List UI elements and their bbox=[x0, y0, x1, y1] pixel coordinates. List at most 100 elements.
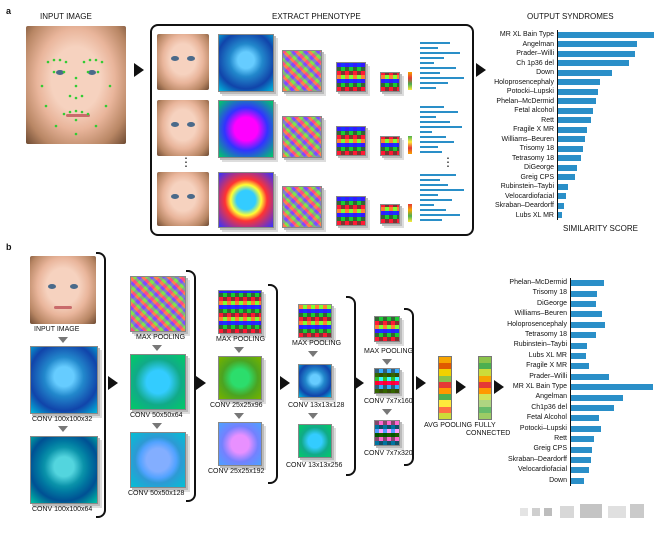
syndrome-label: Greig CPS bbox=[533, 445, 567, 453]
syndrome-label: Fragile X MR bbox=[526, 362, 567, 370]
similarity-bar bbox=[558, 155, 581, 162]
similarity-bar bbox=[558, 41, 637, 48]
syndrome-label: Lubs XL MR bbox=[528, 351, 567, 359]
output-syndromes-chart-b: Phelan–McDermid Trisomy 18 DiGeorge William… bbox=[490, 278, 661, 486]
syndrome-label: Potocki–Lupski bbox=[506, 88, 554, 95]
syndrome-label: MR XL Bain Type bbox=[512, 383, 567, 390]
syndrome-label: Angelman bbox=[522, 40, 554, 48]
pool3-map bbox=[298, 304, 332, 338]
conv4a-map bbox=[298, 364, 332, 398]
conv5b-map bbox=[374, 420, 400, 446]
watermark-block bbox=[532, 508, 540, 516]
feature-map-1-2 bbox=[282, 50, 322, 92]
strip-cell bbox=[439, 412, 451, 419]
similarity-bar bbox=[558, 69, 612, 76]
feature-vector-1 bbox=[408, 72, 412, 90]
strip-cell bbox=[439, 394, 451, 401]
syndrome-row: Phelan–McDermid bbox=[480, 97, 661, 107]
similarity-bar bbox=[558, 202, 564, 209]
syndrome-label: Velocardiofacial bbox=[517, 466, 567, 474]
pool2-map bbox=[218, 290, 262, 334]
syndrome-row: Holoprosencephaly bbox=[490, 320, 661, 330]
syndrome-row: Down bbox=[480, 68, 661, 78]
similarity-bar bbox=[571, 436, 594, 443]
syndrome-label: Trisomy 18 bbox=[519, 145, 554, 152]
extract-phenotype-header: EXTRACT PHENOTYPE bbox=[272, 12, 361, 21]
arrow-down-10 bbox=[382, 409, 392, 415]
avg-pooling-strip bbox=[438, 356, 452, 420]
similarity-bar bbox=[571, 384, 653, 391]
arrow-down-8 bbox=[308, 413, 318, 419]
syndrome-row: Ch1p36 del bbox=[490, 403, 661, 413]
syndrome-row: Phelan–McDermid bbox=[490, 278, 661, 288]
output-syndromes-chart-a: MR XL Bain Type Angelman Prader–Willi Ch 1p… bbox=[480, 30, 661, 220]
input-image-label-b: INPUT IMAGE bbox=[34, 326, 80, 333]
conv1b-map bbox=[30, 436, 98, 504]
arrow-block-3 bbox=[280, 376, 290, 390]
similarity-bar bbox=[571, 467, 589, 474]
conv5b-label: CONV 7x7x320 bbox=[364, 450, 413, 457]
syndrome-row: Fragile X MR bbox=[490, 361, 661, 371]
arrow-block-4 bbox=[354, 376, 364, 390]
similarity-bar bbox=[571, 363, 589, 370]
feature-map-2-1 bbox=[218, 100, 274, 158]
conv1b-label: CONV 100x100x64 bbox=[32, 506, 93, 513]
syndrome-label: Prader–Willi bbox=[529, 372, 567, 380]
syndrome-label: Velocardiofacial bbox=[504, 192, 554, 200]
conv3b-label: CONV 25x25x192 bbox=[208, 468, 265, 475]
conv5a-map bbox=[374, 368, 400, 394]
syndrome-row: Tetrasomy 18 bbox=[480, 154, 661, 164]
syndrome-label: Ch 1p36 del bbox=[516, 59, 554, 67]
similarity-bar bbox=[558, 212, 562, 219]
syndrome-label: MR XL Bain Type bbox=[499, 31, 554, 38]
syndrome-row: Skraban–Deardorff bbox=[490, 455, 661, 465]
strip-cell bbox=[439, 381, 451, 388]
panel-b-label: b bbox=[6, 242, 12, 252]
syndrome-row: MR XL Bain Type bbox=[480, 30, 661, 40]
watermark-block bbox=[520, 508, 528, 516]
descriptor-bars-3 bbox=[420, 174, 464, 221]
bracket-1 bbox=[96, 252, 106, 518]
syndrome-label: Holoprosencephaly bbox=[507, 320, 567, 328]
descriptor-bars-2 bbox=[420, 106, 462, 153]
syndrome-label: Trisomy 18 bbox=[532, 289, 567, 297]
feature-vector-3 bbox=[408, 204, 412, 222]
syndrome-row: Rubinstein–Taybi bbox=[490, 340, 661, 350]
fully-connected-strip bbox=[478, 356, 492, 420]
watermark-block bbox=[560, 506, 574, 518]
syndrome-row: Greig CPS bbox=[480, 173, 661, 183]
strip-cell bbox=[439, 357, 451, 364]
arrow-down-1 bbox=[58, 337, 68, 343]
syndrome-row: Potocki–Lupski bbox=[480, 87, 661, 97]
similarity-score-label: SIMILARITY SCORE bbox=[563, 224, 638, 233]
ellipsis-bars: ⋮ bbox=[442, 155, 454, 169]
syndrome-label: Skraban–Deardorff bbox=[494, 202, 554, 209]
axis-b bbox=[570, 278, 571, 486]
descriptor-bars-1 bbox=[420, 42, 464, 89]
syndrome-row: DiGeorge bbox=[490, 299, 661, 309]
bracket-2 bbox=[186, 270, 196, 502]
extract-phenotype-box bbox=[150, 24, 474, 236]
feature-map-2-4 bbox=[380, 136, 400, 156]
pool2-label: MAX POOLING bbox=[216, 336, 266, 343]
strip-cell bbox=[479, 369, 491, 376]
pool1-label: MAX POOLING bbox=[136, 334, 186, 341]
syndrome-label: Down bbox=[549, 476, 567, 484]
similarity-bar bbox=[571, 446, 592, 453]
bracket-3 bbox=[268, 284, 278, 484]
feature-map-3-1 bbox=[218, 172, 274, 228]
pool3-label: MAX POOLING bbox=[292, 340, 342, 347]
syndrome-label: Potocki–Lupski bbox=[519, 424, 567, 432]
syndrome-row: Trisomy 18 bbox=[490, 288, 661, 298]
arrow-down-6 bbox=[234, 413, 244, 419]
arrow-down-4 bbox=[152, 423, 162, 429]
watermark-block bbox=[544, 508, 552, 516]
strip-cell bbox=[479, 363, 491, 370]
syndrome-row: Holoprosencephaly bbox=[480, 78, 661, 88]
strip-cell bbox=[439, 388, 451, 395]
syndrome-row: Rett bbox=[490, 434, 661, 444]
conv5a-label: CONV 7x7x160 bbox=[364, 398, 413, 405]
syndrome-label: Phelan–McDermid bbox=[509, 279, 567, 286]
syndrome-row: Williams–Beuren bbox=[480, 135, 661, 145]
feature-vector-2 bbox=[408, 136, 412, 154]
